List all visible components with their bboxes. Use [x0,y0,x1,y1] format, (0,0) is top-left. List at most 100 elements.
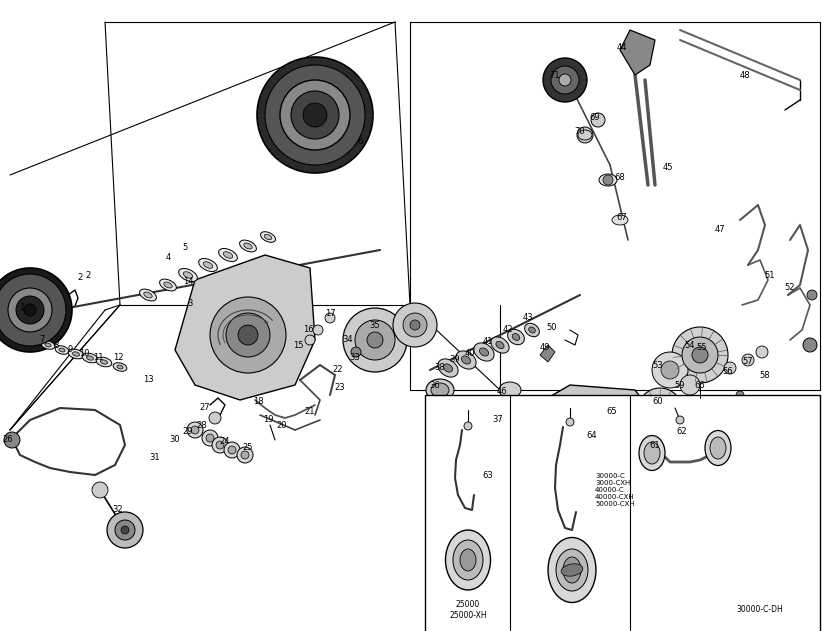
Circle shape [238,325,258,345]
Circle shape [115,520,135,540]
Ellipse shape [113,363,127,371]
Circle shape [543,58,587,102]
Ellipse shape [144,292,152,298]
Text: 56: 56 [723,367,733,377]
Circle shape [303,103,327,127]
Text: 48: 48 [740,71,750,80]
Text: 25: 25 [242,444,253,452]
Circle shape [570,450,590,470]
Circle shape [736,391,744,399]
Text: 71: 71 [550,71,561,80]
Polygon shape [620,30,655,75]
Text: 7: 7 [39,336,44,345]
Text: 69: 69 [589,114,600,122]
Ellipse shape [244,243,252,249]
Circle shape [680,375,700,395]
Circle shape [751,401,759,409]
Text: 65: 65 [607,408,617,416]
Circle shape [803,338,817,352]
Ellipse shape [461,356,470,364]
Text: 26: 26 [2,435,13,444]
Circle shape [551,66,579,94]
Circle shape [594,429,606,441]
Text: 13: 13 [143,375,154,384]
Circle shape [566,418,574,426]
Ellipse shape [264,234,272,240]
Circle shape [742,354,754,366]
Ellipse shape [453,540,483,580]
Ellipse shape [529,327,535,333]
Circle shape [410,320,420,330]
Circle shape [766,411,774,419]
Circle shape [0,274,66,346]
Text: 19: 19 [263,415,273,425]
Ellipse shape [563,557,581,583]
Ellipse shape [561,563,583,576]
Ellipse shape [474,343,494,361]
Ellipse shape [178,268,197,281]
Text: 1: 1 [20,304,25,312]
Text: 63: 63 [483,471,493,480]
Text: 37: 37 [492,415,503,425]
Text: 66: 66 [695,380,705,389]
Text: 3: 3 [187,298,192,307]
Polygon shape [500,408,516,428]
Text: 6: 6 [358,138,363,146]
Circle shape [672,327,728,383]
Ellipse shape [644,442,660,464]
Ellipse shape [45,343,51,347]
Text: 44: 44 [616,44,627,52]
Text: 20: 20 [277,420,287,430]
Circle shape [206,434,214,442]
Text: 32: 32 [113,505,123,514]
Circle shape [228,446,236,454]
Text: 40: 40 [464,348,475,358]
Circle shape [325,313,335,323]
Ellipse shape [159,279,177,291]
Text: 10: 10 [79,350,90,358]
Circle shape [107,512,143,548]
Circle shape [8,288,52,332]
Ellipse shape [68,349,84,359]
Circle shape [313,325,323,335]
Ellipse shape [203,262,213,268]
Circle shape [237,447,253,463]
Ellipse shape [100,360,108,364]
Text: 11: 11 [93,353,104,362]
Circle shape [241,451,249,459]
Circle shape [265,65,365,165]
Text: 21: 21 [305,408,316,416]
Text: 39: 39 [450,355,460,365]
Ellipse shape [224,252,233,258]
Text: 61: 61 [649,440,660,449]
Circle shape [591,113,605,127]
Circle shape [661,361,679,379]
Ellipse shape [479,348,488,356]
Ellipse shape [508,329,524,345]
Circle shape [403,313,427,337]
Ellipse shape [438,359,458,377]
Ellipse shape [499,382,521,398]
Text: 58: 58 [760,370,770,379]
Polygon shape [500,385,665,545]
Ellipse shape [524,323,539,337]
Text: 50: 50 [547,324,557,333]
Circle shape [648,398,672,422]
Ellipse shape [72,352,80,356]
Text: 43: 43 [523,314,533,322]
Text: 18: 18 [252,398,263,406]
Text: 47: 47 [714,225,725,235]
Text: 57: 57 [743,358,753,367]
Text: 68: 68 [615,174,626,182]
Text: 60: 60 [653,398,663,406]
Circle shape [638,388,682,432]
Text: 33: 33 [349,353,360,362]
Text: 2: 2 [85,271,90,280]
Circle shape [209,412,221,424]
Ellipse shape [578,130,592,140]
Circle shape [4,432,20,448]
Text: 70: 70 [575,127,585,136]
Ellipse shape [639,435,665,471]
Circle shape [652,352,688,388]
Circle shape [351,347,361,357]
